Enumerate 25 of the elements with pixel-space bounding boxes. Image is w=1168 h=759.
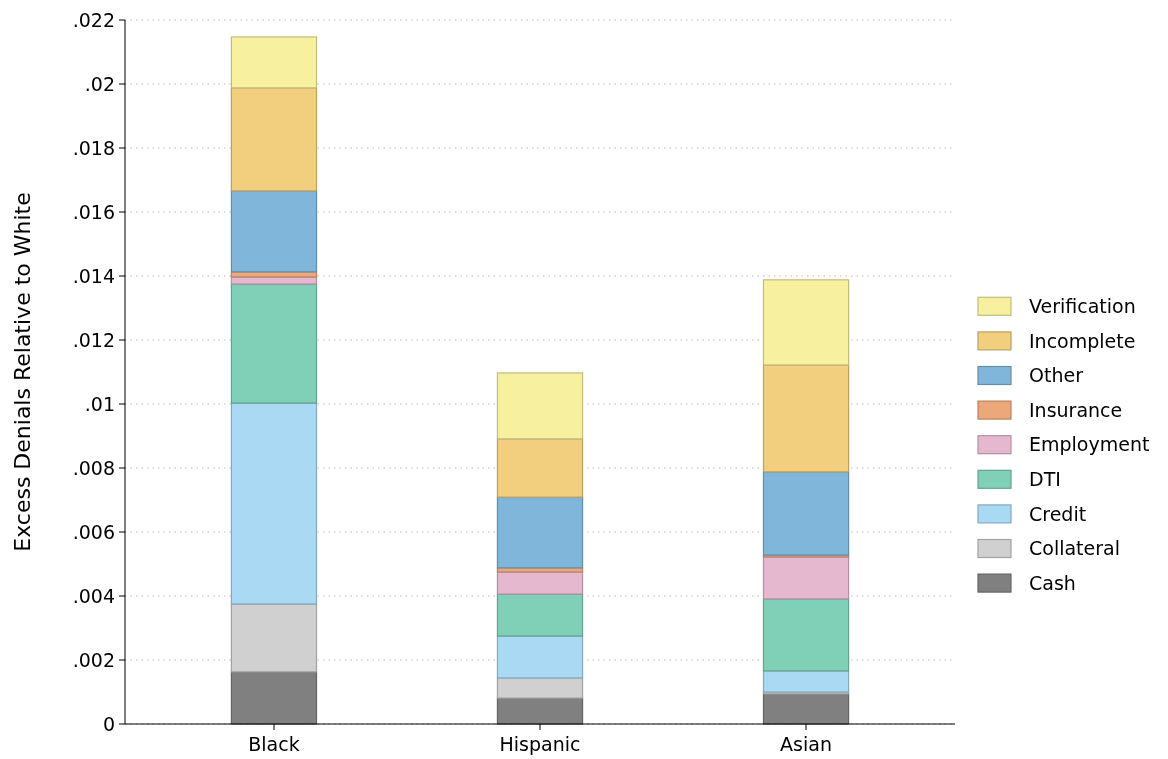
- y-tick-label: .02: [84, 72, 115, 95]
- legend-label: Employment: [1029, 433, 1150, 456]
- y-tick-label: .016: [72, 200, 115, 223]
- legend-label: Cash: [1029, 571, 1076, 594]
- y-axis-title: Excess Denials Relative to White: [10, 192, 35, 552]
- x-tick-label: Asian: [780, 733, 832, 755]
- legend-label: Collateral: [1029, 537, 1120, 560]
- x-tick-label: Hispanic: [499, 733, 581, 755]
- y-tick-label: 0: [102, 712, 115, 735]
- y-tick-label: .012: [72, 328, 115, 351]
- y-tick-label: .006: [72, 520, 115, 543]
- y-tick-label: .014: [72, 264, 115, 287]
- y-tick-label: .01: [84, 392, 115, 415]
- legend-label: Verification: [1029, 294, 1136, 317]
- y-tick-label: .004: [72, 584, 115, 607]
- legend-label: Insurance: [1029, 398, 1123, 421]
- legend-label: DTI: [1029, 467, 1061, 490]
- legend-label: Incomplete: [1029, 329, 1136, 352]
- y-tick-label: .022: [72, 8, 115, 31]
- x-tick-label: Black: [248, 733, 300, 755]
- y-tick-label: .008: [72, 456, 115, 479]
- y-tick-label: .002: [72, 648, 115, 671]
- legend-label: Other: [1029, 364, 1084, 387]
- y-tick-label: .018: [72, 136, 115, 159]
- legend-label: Credit: [1029, 502, 1087, 525]
